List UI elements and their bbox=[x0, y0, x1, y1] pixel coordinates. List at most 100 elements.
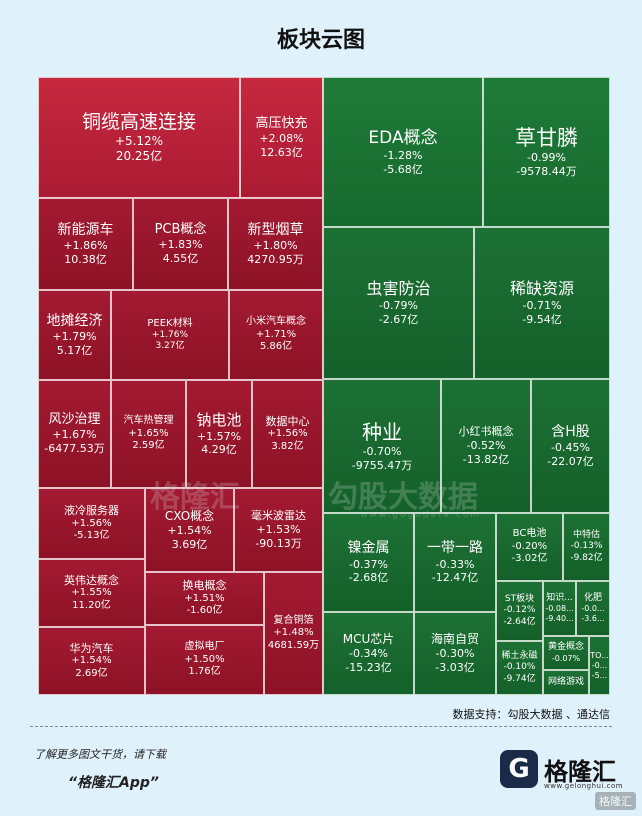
sector-tile: 虫害防治 -0.79% -2.67亿 bbox=[323, 227, 474, 379]
sector-change: -0.13% bbox=[570, 541, 603, 552]
sector-name: 汽车热管理 bbox=[123, 415, 174, 427]
sector-name: 草甘膦 bbox=[515, 126, 578, 151]
sector-tile: 知识... -0.08... -9.40... bbox=[543, 581, 576, 636]
sector-name: 液冷服务器 bbox=[64, 504, 119, 518]
sector-amount: -9.40... bbox=[545, 614, 574, 624]
sector-name: CXO概念 bbox=[164, 508, 215, 523]
sector-amount: -1.60亿 bbox=[186, 605, 223, 617]
sector-amount: -3.02亿 bbox=[511, 553, 548, 565]
sector-name: 风沙治理 bbox=[48, 412, 101, 428]
sector-amount: 2.59亿 bbox=[132, 440, 165, 452]
sector-name: 铜缆高速连接 bbox=[81, 110, 196, 133]
sector-name: 数据中心 bbox=[265, 414, 310, 428]
sector-tile: 风沙治理 +1.67% -6477.53万 bbox=[38, 380, 111, 488]
sector-change: +1.56% bbox=[267, 428, 308, 440]
sector-amount: 4270.95万 bbox=[247, 252, 304, 266]
sector-amount: -22.07亿 bbox=[547, 454, 594, 468]
sector-change: +1.54% bbox=[71, 655, 112, 667]
sector-tile: 稀缺资源 -0.71% -9.54亿 bbox=[474, 227, 610, 379]
sector-amount: 2.69亿 bbox=[75, 667, 108, 679]
sector-amount: 4.29亿 bbox=[201, 443, 237, 457]
sector-change: +1.56% bbox=[71, 517, 112, 529]
sector-amount: -9.74亿 bbox=[503, 673, 536, 684]
sector-tile: 地摊经济 +1.79% 5.17亿 bbox=[38, 290, 111, 380]
sector-tile: 中特估 -0.13% -9.82亿 bbox=[563, 513, 610, 581]
sector-change: -0.08... bbox=[545, 604, 574, 614]
sector-change: -0.99% bbox=[527, 151, 566, 165]
sector-tile: 黄金概念 -0.07% bbox=[543, 636, 589, 670]
sector-amount: -5.13亿 bbox=[73, 530, 110, 542]
sector-change: +1.76% bbox=[151, 330, 189, 340]
page-title: 板块云图 bbox=[276, 28, 365, 53]
sector-name: PEEK材料 bbox=[147, 317, 193, 329]
sector-change: -0.79% bbox=[379, 299, 418, 313]
sector-name: 知识... bbox=[546, 592, 573, 603]
sector-tile: 英伟达概念 +1.55% 11.20亿 bbox=[38, 559, 145, 627]
sector-change: +1.57% bbox=[196, 429, 242, 443]
sector-name: TO... bbox=[590, 650, 609, 660]
sector-name: 换电概念 bbox=[182, 579, 227, 593]
sector-amount: -13.82亿 bbox=[462, 452, 510, 466]
sector-change: -0.10% bbox=[503, 662, 536, 673]
sector-tile: 毫米波雷达 +1.53% -90.13万 bbox=[234, 488, 323, 572]
sector-amount: 5.86亿 bbox=[259, 341, 293, 353]
sector-tile: 华为汽车 +1.54% 2.69亿 bbox=[38, 627, 145, 695]
sector-amount: 3.69亿 bbox=[171, 537, 208, 551]
sector-amount: -2.67亿 bbox=[378, 313, 419, 326]
sector-tile: 铜缆高速连接 +5.12% 20.25亿 bbox=[38, 77, 240, 198]
sector-name: 高压快充 bbox=[255, 115, 308, 131]
sector-change: -0.45% bbox=[551, 441, 590, 454]
sector-amount: -15.23亿 bbox=[345, 661, 392, 674]
sector-change: +1.86% bbox=[63, 239, 108, 252]
sector-amount: 1.76亿 bbox=[188, 666, 221, 678]
sector-change: +1.53% bbox=[256, 523, 301, 537]
sector-amount: -5.68亿 bbox=[383, 162, 423, 176]
sector-tile: 小红书概念 -0.52% -13.82亿 bbox=[441, 379, 531, 513]
sector-name: 小红书概念 bbox=[458, 425, 514, 439]
sector-name: 中特估 bbox=[572, 530, 600, 541]
sector-tile: 海南自贸 -0.30% -3.03亿 bbox=[414, 612, 496, 695]
sector-amount: 4681.59万 bbox=[267, 639, 320, 651]
sector-name: PCB概念 bbox=[154, 222, 207, 238]
sector-change: +1.50% bbox=[184, 653, 225, 665]
footer-promo-text: 了解更多图文干货，请下载 bbox=[34, 748, 166, 761]
sector-tile: BC电池 -0.20% -3.02亿 bbox=[496, 513, 563, 581]
sector-change: -0.30% bbox=[435, 647, 475, 661]
sector-name: 一带一路 bbox=[427, 540, 483, 556]
sector-name: 新型烟草 bbox=[247, 221, 304, 238]
sector-name: 含H股 bbox=[551, 423, 590, 440]
sector-tile: 新型烟草 +1.80% 4270.95万 bbox=[228, 198, 323, 290]
sector-name: 复合铜箔 bbox=[273, 614, 314, 626]
sector-amount: -90.13万 bbox=[255, 536, 302, 550]
sector-amount: 12.63亿 bbox=[260, 145, 303, 159]
sector-tile: PEEK材料 +1.76% 3.27亿 bbox=[111, 290, 229, 380]
sector-amount: -9755.47万 bbox=[351, 458, 413, 472]
sector-amount: 3.27亿 bbox=[155, 341, 185, 352]
sector-amount: 3.82亿 bbox=[271, 440, 304, 452]
sector-tile: 高压快充 +2.08% 12.63亿 bbox=[240, 77, 323, 198]
sector-tile: EDA概念 -1.28% -5.68亿 bbox=[323, 77, 483, 227]
sector-change: -1.28% bbox=[383, 148, 423, 162]
sector-tile: 含H股 -0.45% -22.07亿 bbox=[531, 379, 610, 513]
sector-change: -0.71% bbox=[522, 299, 562, 313]
sector-amount: -9578.44万 bbox=[516, 165, 577, 179]
sector-name: 网络游戏 bbox=[547, 676, 584, 687]
sector-change: +1.83% bbox=[158, 238, 203, 252]
sector-amount: 20.25亿 bbox=[115, 149, 163, 164]
sector-change: +2.08% bbox=[259, 131, 304, 145]
sector-change: +1.71% bbox=[255, 328, 297, 340]
sector-amount: 5.17亿 bbox=[56, 343, 93, 357]
sector-name: 毫米波雷达 bbox=[251, 509, 306, 523]
sector-name: 种业 bbox=[362, 419, 402, 444]
sector-tile: 虚拟电厂 +1.50% 1.76亿 bbox=[145, 625, 264, 695]
sector-amount: -6477.53万 bbox=[44, 442, 105, 456]
sector-change: +1.54% bbox=[167, 523, 212, 537]
sector-treemap: 铜缆高速连接 +5.12% 20.25亿 高压快充 +2.08% 12.63亿 新能源车 +1… bbox=[38, 77, 610, 695]
brand-logo-name: 格隆汇 bbox=[544, 758, 616, 786]
sector-name: ST板块 bbox=[504, 594, 535, 605]
sector-tile: PCB概念 +1.83% 4.55亿 bbox=[133, 198, 228, 290]
sector-name: 虫害防治 bbox=[366, 279, 431, 299]
sector-tile: ST板块 -0.12% -2.64亿 bbox=[496, 581, 543, 641]
sector-change: +1.65% bbox=[128, 427, 169, 439]
sector-amount: 11.20亿 bbox=[72, 599, 111, 611]
